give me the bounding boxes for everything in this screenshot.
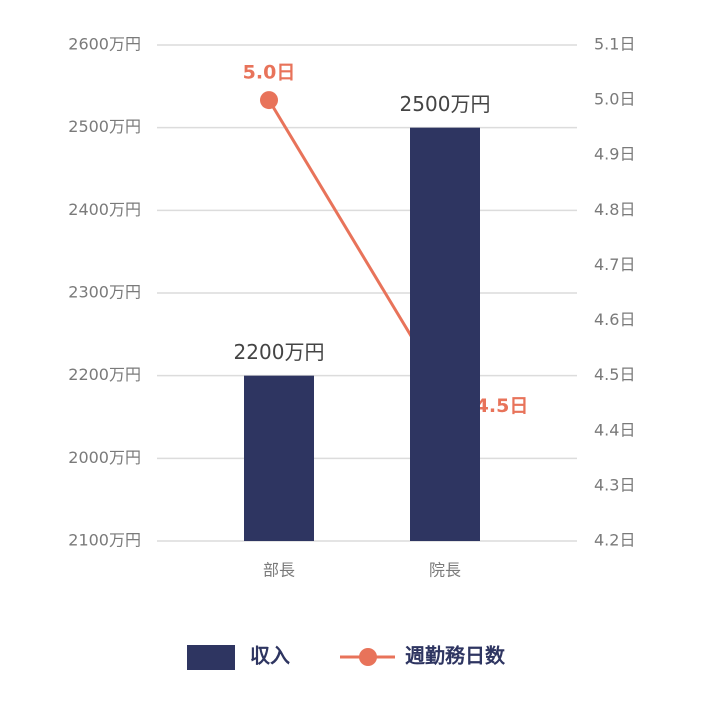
data-label: 2200万円: [234, 340, 325, 364]
y2-tick-label: 4.6日: [594, 310, 635, 329]
legend-label: 収入: [250, 644, 290, 668]
bar: [410, 127, 480, 542]
y2-tick-label: 4.4日: [594, 420, 635, 439]
x-tick-label: 院長: [429, 561, 461, 580]
x-tick-label: 部長: [263, 561, 295, 580]
y-tick-label: 2400万円: [68, 200, 141, 219]
y-tick-label: 2600万円: [68, 35, 141, 54]
bar: [244, 375, 314, 541]
data-label: 5.0日: [243, 62, 296, 84]
y-tick-label: 2300万円: [68, 283, 141, 302]
y2-tick-label: 4.3日: [594, 475, 635, 494]
legend-swatch: [187, 645, 235, 670]
line-point: [260, 91, 278, 110]
y2-tick-label: 4.9日: [594, 145, 635, 164]
y-tick-label: 2200万円: [68, 365, 141, 384]
y2-tick-label: 4.5日: [594, 365, 635, 384]
data-label: 4.5日: [476, 395, 529, 417]
y2-tick-label: 4.8日: [594, 200, 635, 219]
line: [267, 99, 437, 377]
legend-label: 週勤務日数: [405, 644, 506, 668]
y-tick-label: 2000万円: [68, 448, 141, 467]
y2-tick-label: 4.2日: [594, 531, 635, 550]
data-label: 2500万円: [400, 92, 491, 116]
y2-tick-label: 5.1日: [594, 35, 635, 54]
y2-tick-label: 4.7日: [594, 255, 635, 274]
legend-dot: [359, 648, 377, 666]
y-tick-label: 2500万円: [68, 117, 141, 136]
y-tick-label: 2100万円: [68, 531, 141, 550]
y2-tick-label: 5.0日: [594, 90, 635, 109]
